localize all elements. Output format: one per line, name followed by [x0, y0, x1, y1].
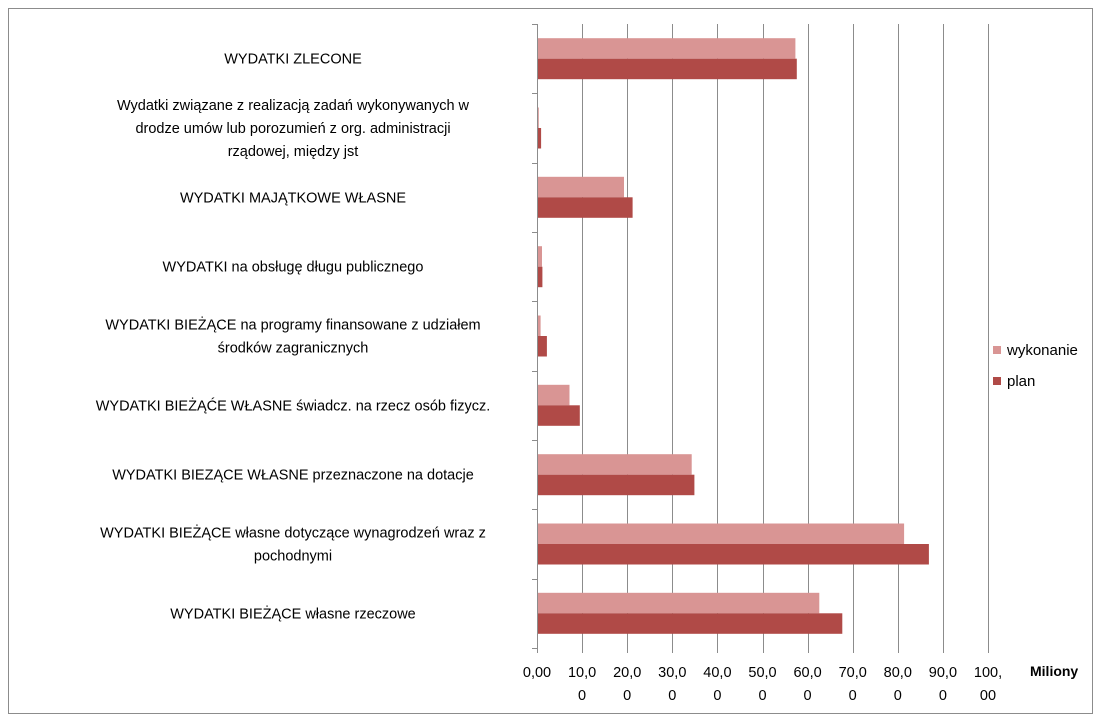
x-tick-label: 0 — [623, 688, 631, 704]
bar-plan — [537, 613, 843, 634]
x-tick-label: 0 — [668, 688, 676, 704]
x-tick-label: 0 — [578, 688, 586, 704]
x-tick-label: 0 — [894, 688, 902, 704]
bars — [537, 38, 929, 634]
axes — [532, 24, 989, 653]
category-label: Wydatki związane z realizacją zadań wyko… — [117, 98, 470, 114]
bar-plan — [537, 58, 797, 80]
x-tick-label: 00 — [980, 688, 996, 704]
x-tick-label: 0 — [849, 688, 857, 704]
category-label: WYDATKI ZLECONE — [224, 52, 362, 68]
bar-plan — [537, 336, 547, 357]
legend-swatch-wykonanie — [993, 346, 1001, 354]
x-tick-label: 20,0 — [613, 665, 641, 681]
legend: wykonanie plan — [993, 342, 1078, 390]
category-label: rządowej, między jst — [228, 144, 359, 160]
bar-plan — [537, 405, 580, 426]
bar-plan — [537, 197, 633, 218]
category-label: WYDATKI MAJĄTKOWE WŁASNE — [180, 190, 406, 206]
x-tick-label: 30,0 — [658, 665, 686, 681]
x-tick-label: 0 — [939, 688, 947, 704]
x-tick-label: 0 — [758, 688, 766, 704]
x-tick-label: 80,0 — [884, 665, 912, 681]
bar-wykonanie — [537, 592, 820, 614]
bar-wykonanie — [537, 523, 905, 544]
bar-plan — [537, 544, 929, 565]
x-tick-label: 90,0 — [929, 665, 957, 681]
x-tick-label: 70,0 — [839, 665, 867, 681]
category-label: WYDATKI BIEZĄCE WŁASNE przeznaczone na d… — [112, 468, 474, 484]
category-label: środków zagranicznych — [218, 341, 369, 357]
bar-plan — [537, 266, 543, 288]
x-tick-label: 50,0 — [748, 665, 776, 681]
x-tick-labels: 0,00 10,0 0 20,0 0 30,0 0 40,0 0 50,0 0 60,0 0 70,0 0 8… — [523, 665, 1002, 704]
bar-wykonanie — [537, 384, 570, 406]
category-label: drodze umów lub porozumień z org. admini… — [135, 121, 450, 137]
x-tick-label: 100, — [974, 665, 1002, 681]
x-tick-label: 0 — [804, 688, 812, 704]
category-label: WYDATKI BIEŻĄCE własne rzeczowe — [170, 604, 416, 622]
category-labels: WYDATKI ZLECONE Wydatki związane z realiz… — [96, 52, 491, 623]
bar-wykonanie — [537, 315, 541, 336]
bar-wykonanie — [537, 38, 796, 59]
legend-swatch-plan — [993, 377, 1001, 385]
category-label: WYDATKI BIEŻĄCE na programy finansowane … — [105, 316, 480, 334]
category-label: WYDATKI na obsługę długu publicznego — [163, 260, 424, 276]
category-label: WYDATKI BIEŻĄCE własne dotyczące wynagro… — [100, 524, 486, 542]
unit-label: Miliony — [1030, 663, 1078, 679]
bar-wykonanie — [537, 176, 624, 198]
legend-label-wykonanie: wykonanie — [1006, 342, 1078, 359]
category-label: pochodnymi — [254, 549, 332, 565]
x-tick-label: 0 — [713, 688, 721, 704]
bar-wykonanie — [537, 246, 542, 267]
bar-plan — [537, 128, 542, 149]
bar-wykonanie — [537, 454, 692, 475]
legend-label-plan: plan — [1007, 373, 1035, 390]
x-tick-label: 10,0 — [568, 665, 596, 681]
x-tick-label: 40,0 — [703, 665, 731, 681]
category-label: WYDATKI BIEŻĄĆE WŁASNE świadcz. na rzecz… — [96, 396, 491, 414]
bar-plan — [537, 474, 695, 496]
x-tick-label: 0,00 — [523, 665, 551, 681]
x-tick-label: 60,0 — [793, 665, 821, 681]
